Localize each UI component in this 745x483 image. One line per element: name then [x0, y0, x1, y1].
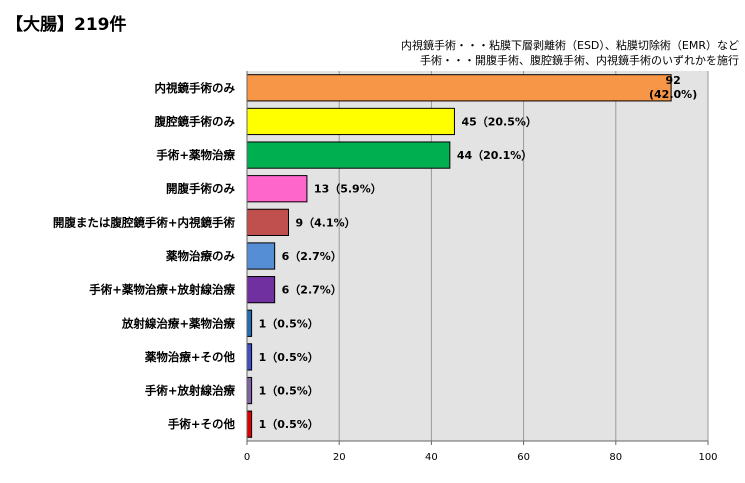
category-label: 開腹手術のみ — [166, 182, 235, 196]
bar — [246, 107, 455, 136]
x-tick-label: 100 — [698, 452, 717, 463]
category-label: 放射線治療+薬物治療 — [121, 316, 236, 330]
value-label: 1（0.5%） — [259, 418, 319, 431]
x-tick-label: 80 — [609, 452, 622, 463]
value-label: 1（0.5%） — [259, 385, 319, 398]
bar — [246, 276, 276, 304]
bar — [246, 343, 253, 371]
value-label: 6（2.7%） — [282, 284, 342, 297]
category-label: 手術+薬物治療 — [156, 148, 235, 162]
category-label: 内視鏡手術のみ — [155, 81, 236, 95]
bar — [246, 141, 451, 169]
category-label: 手術+放射線治療 — [145, 384, 236, 398]
category-label: 手術+薬物治療+放射線治療 — [89, 283, 235, 297]
value-label: 9（4.1%） — [295, 216, 355, 229]
x-tick-label: 20 — [333, 452, 346, 463]
value-label: 6（2.7%） — [282, 250, 342, 263]
bar — [246, 376, 253, 405]
category-label: 薬物治療+その他 — [144, 350, 236, 364]
x-tick-label: 0 — [244, 452, 250, 463]
category-label: 腹腔鏡手術のみ — [155, 114, 236, 128]
value-label: 1（0.5%） — [259, 317, 319, 330]
value-label: 1（0.5%） — [259, 351, 319, 364]
category-label: 開腹または腹腔鏡手術+内視鏡手術 — [53, 215, 236, 229]
bar — [246, 309, 253, 337]
bar — [246, 410, 253, 438]
bar — [246, 175, 308, 203]
category-label: 手術+その他 — [168, 417, 236, 431]
value-label: 45（20.5%） — [461, 115, 536, 128]
chart-title: 【大腸】219件 — [6, 15, 127, 35]
x-tick-label: 60 — [517, 452, 530, 463]
bar — [246, 74, 672, 102]
value-label: 92 (42.0%) — [649, 74, 697, 101]
note-surgery-definition: 手術・・・開腹手術、腹腔鏡手術、内視鏡手術のいずれかを施行 — [420, 54, 739, 67]
x-tick-label: 40 — [425, 452, 438, 463]
bar — [246, 242, 276, 270]
value-label: 44（20.1%） — [457, 149, 532, 162]
category-label: 薬物治療のみ — [165, 249, 235, 263]
value-label: 13（5.9%） — [314, 183, 382, 196]
note-endoscopic-definition: 内視鏡手術・・・粘膜下層剥離術（ESD）、粘膜切除術（EMR）など — [401, 39, 739, 52]
bar — [246, 208, 289, 236]
